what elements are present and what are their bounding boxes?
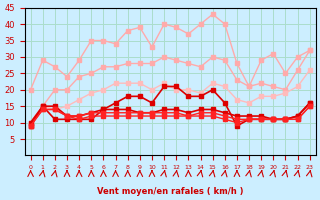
X-axis label: Vent moyen/en rafales ( km/h ): Vent moyen/en rafales ( km/h )	[97, 187, 244, 196]
